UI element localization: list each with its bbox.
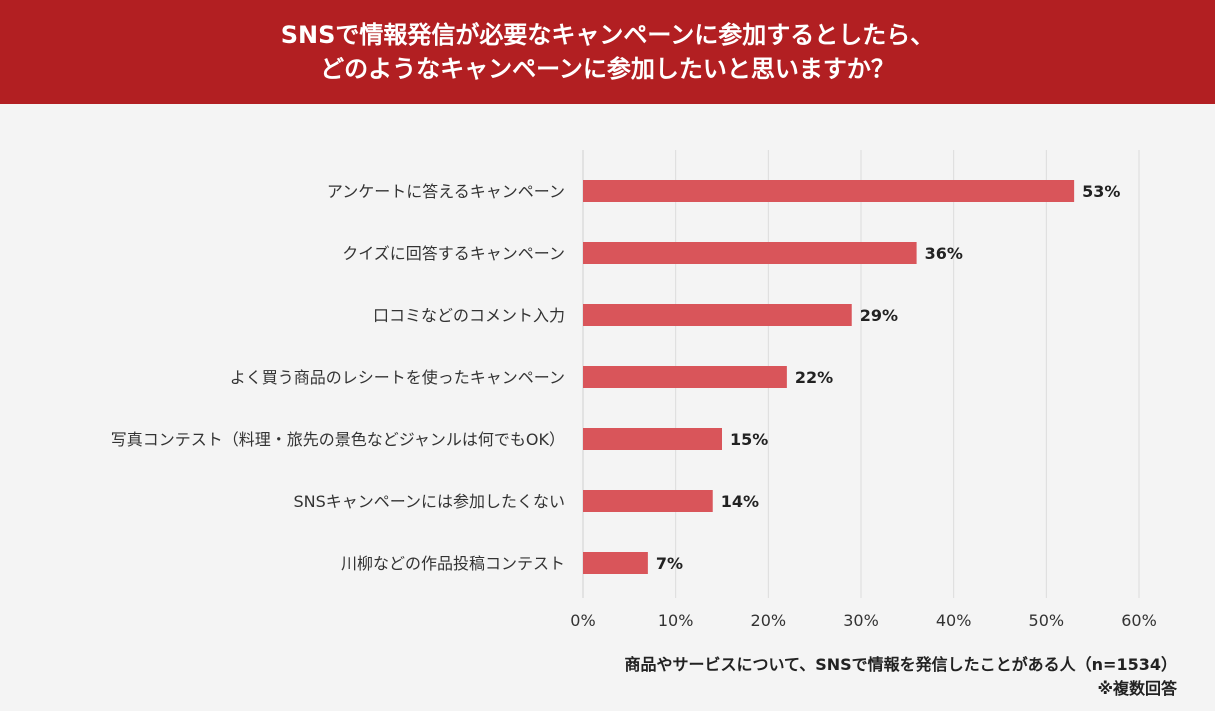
bar — [583, 490, 713, 512]
x-axis-label: 商品やサービスについて、SNSで情報を発信したことがある人（n=1534） — [624, 655, 1178, 674]
value-label: 7% — [656, 554, 683, 573]
value-label: 22% — [795, 368, 833, 387]
bars — [583, 180, 1075, 574]
value-label: 15% — [730, 430, 768, 449]
chart-title-line-1: SNSで情報発信が必要なキャンペーンに参加するとしたら、 — [280, 21, 935, 49]
category-label: 写真コンテスト（料理・旅先の景色などジャンルは何でもOK） — [111, 430, 565, 449]
x-tick-label: 20% — [751, 611, 787, 630]
chart-header: SNSで情報発信が必要なキャンペーンに参加するとしたら、 どのようなキャンペーン… — [0, 0, 1215, 104]
value-labels: 53% 36% 29% 22% 15% 14% 7% — [656, 182, 1121, 573]
category-labels: アンケートに答えるキャンペーンクイズに回答するキャンペーン口コミなどのコメント入… — [111, 182, 565, 573]
bar — [583, 552, 648, 574]
grid-lines — [582, 150, 1140, 598]
bar — [583, 180, 1075, 202]
chart-title-line-2: どのようなキャンペーンに参加したいと思いますか？ — [320, 55, 895, 83]
value-label: 36% — [925, 244, 963, 263]
x-tick-label: 0% — [570, 611, 595, 630]
value-label: 29% — [860, 306, 898, 325]
x-tick-label: 60% — [1121, 611, 1157, 630]
x-tick-labels: 0% 10% 20% 30% 40% 50% 60% — [570, 611, 1156, 630]
x-tick-label: 40% — [936, 611, 972, 630]
bar — [583, 366, 787, 388]
bar — [583, 304, 852, 326]
category-label: クイズに回答するキャンペーン — [342, 244, 565, 263]
x-tick-label: 10% — [658, 611, 694, 630]
category-label: アンケートに答えるキャンペーン — [327, 182, 565, 201]
value-label: 14% — [721, 492, 759, 511]
multiple-answer-note: ※複数回答 — [1097, 679, 1177, 698]
x-tick-label: 50% — [1029, 611, 1065, 630]
value-label: 53% — [1082, 182, 1120, 201]
category-label: よく買う商品のレシートを使ったキャンペーン — [230, 368, 565, 387]
category-label: 口コミなどのコメント入力 — [373, 306, 565, 325]
bar — [583, 428, 722, 450]
x-tick-label: 30% — [843, 611, 879, 630]
category-label: 川柳などの作品投稿コンテスト — [341, 554, 565, 573]
category-label: SNSキャンペーンには参加したくない — [294, 492, 565, 511]
bar — [583, 242, 917, 264]
